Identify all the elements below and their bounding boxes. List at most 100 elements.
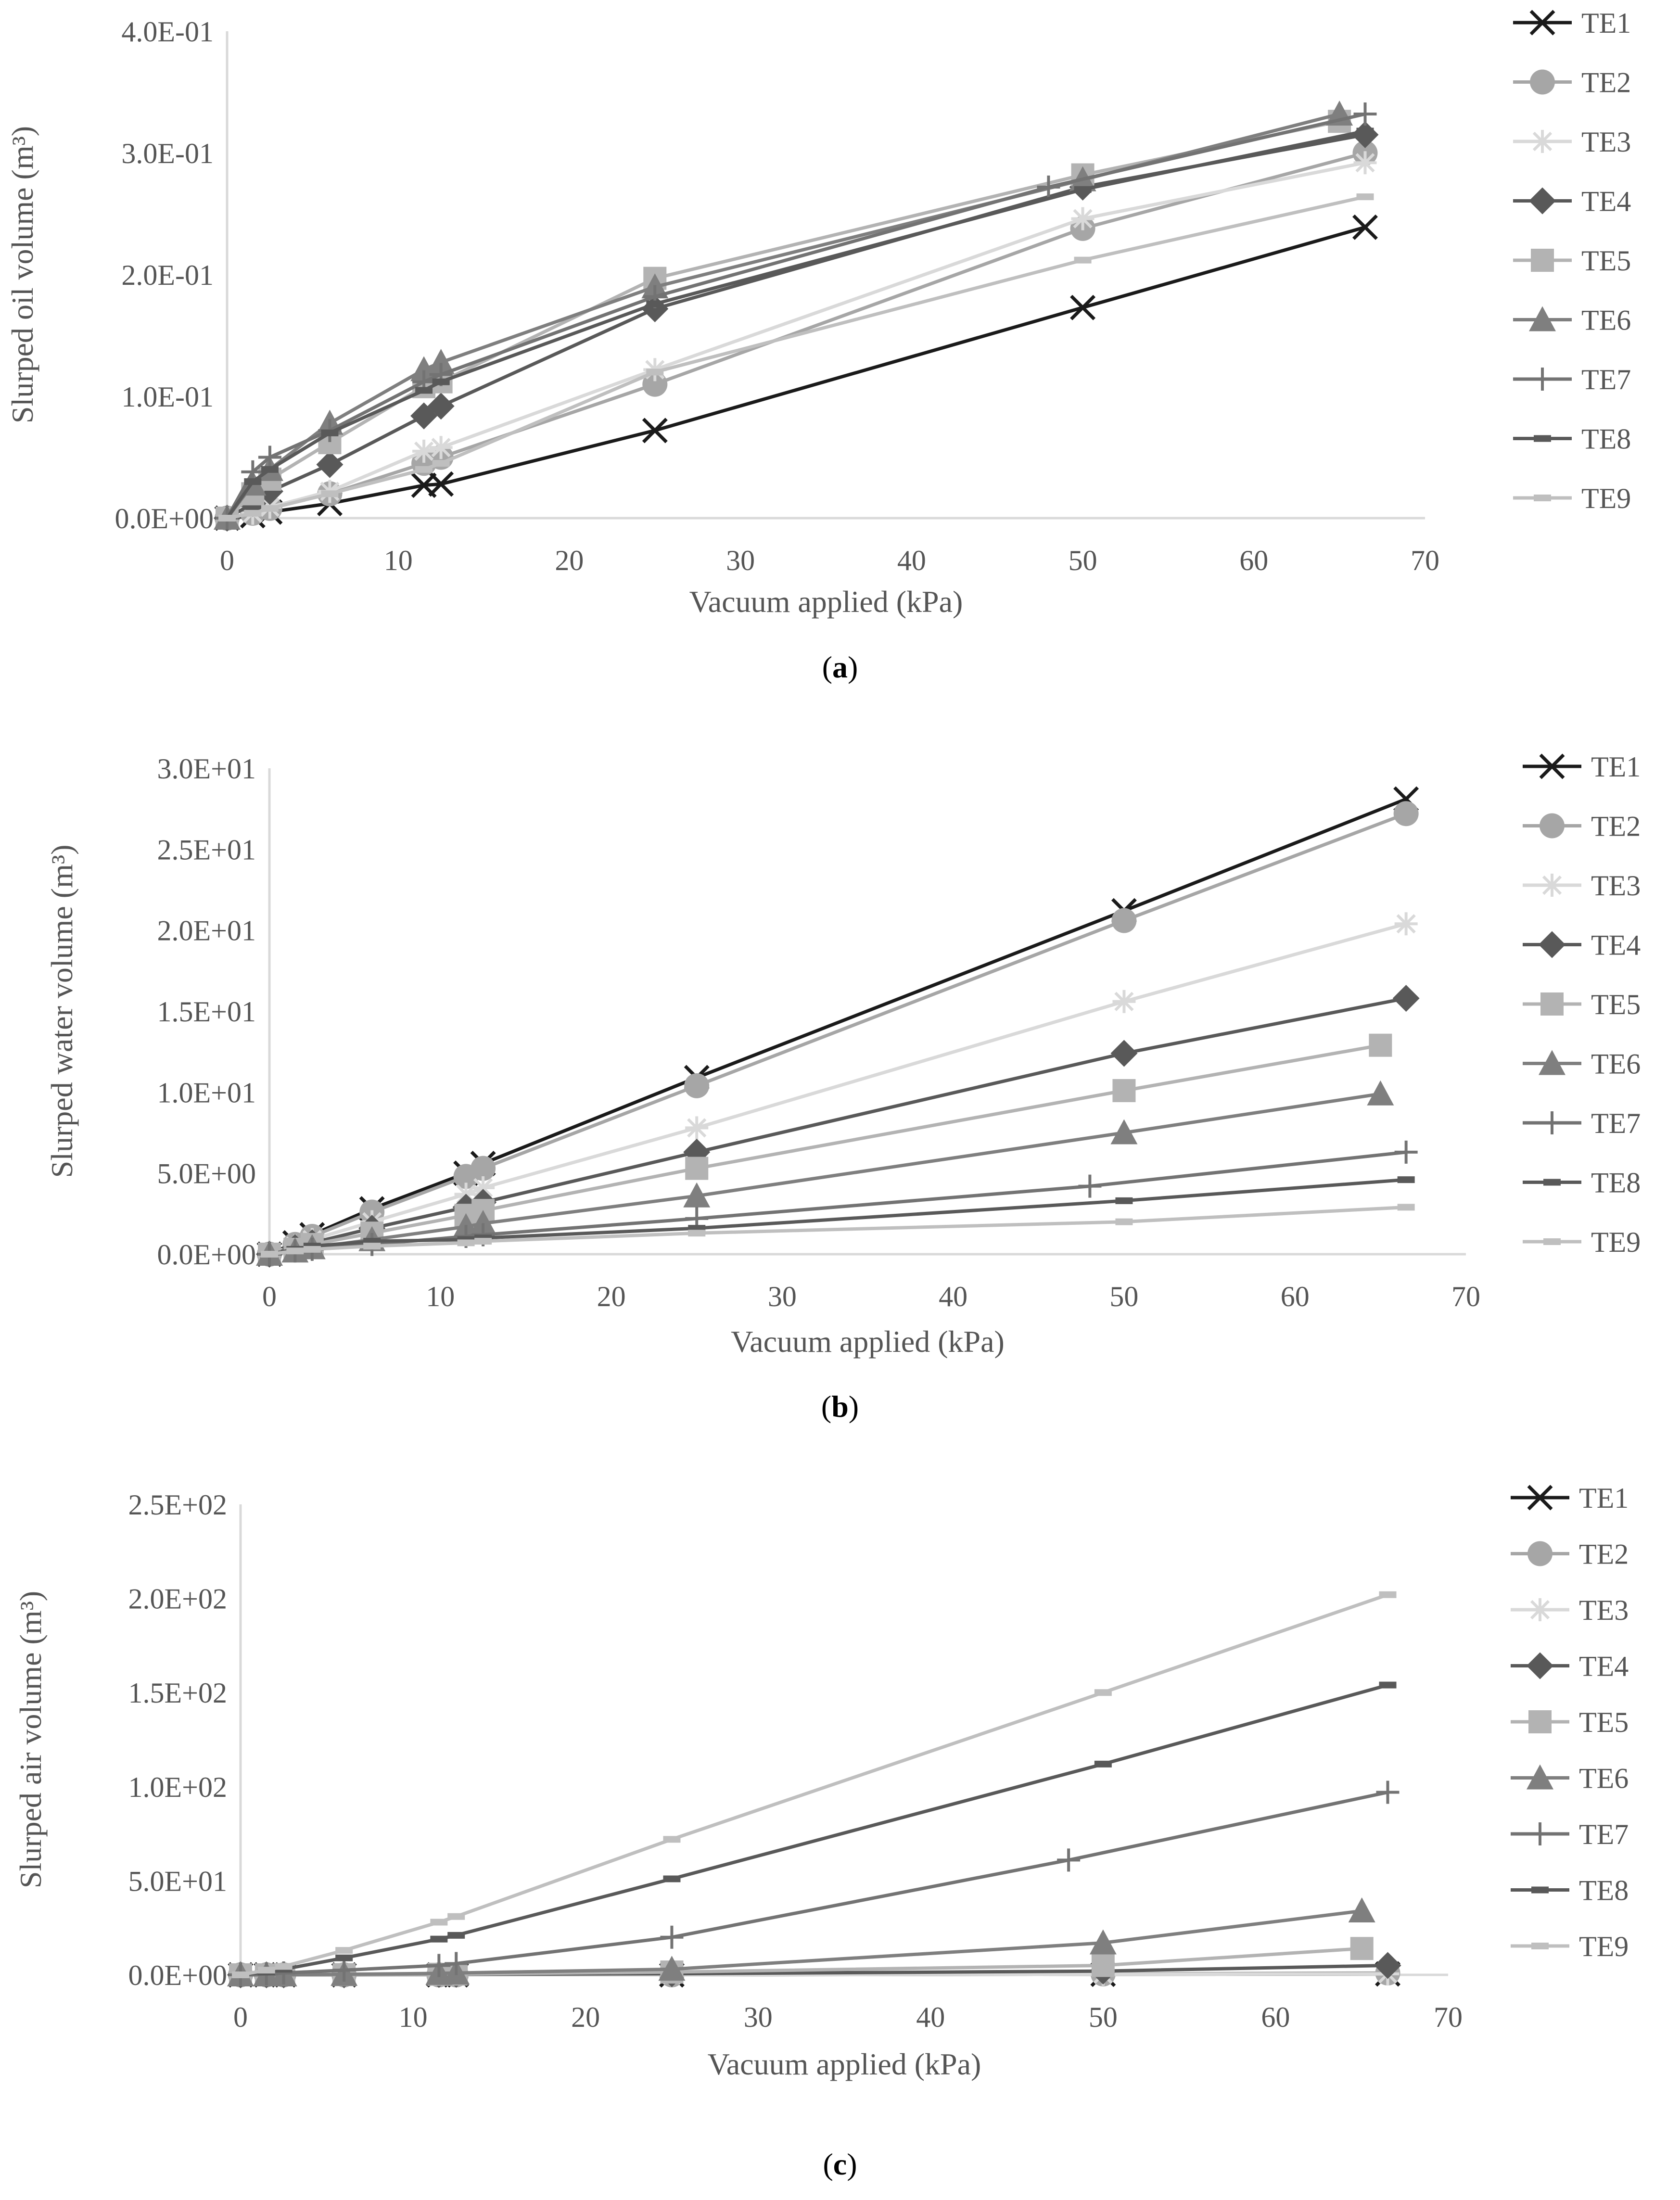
chart-c-point-te5: [1091, 1954, 1115, 1977]
chart-b-series-te4: [256, 985, 1420, 1268]
chart-b-legend-label: TE1: [1591, 751, 1641, 783]
chart-b-point-te2: [1393, 801, 1419, 827]
chart-a-legend-label: TE5: [1581, 245, 1631, 277]
chart-b-point-te9: [1115, 1218, 1133, 1225]
chart-a-xtick-label: 10: [384, 545, 413, 576]
chart-a-point-te4: [427, 393, 455, 420]
chart-b-point-te3: [1394, 912, 1418, 936]
chart-b-legend-marker-triangle: [1539, 1050, 1565, 1075]
chart-c-xtick-label: 10: [399, 2001, 428, 2033]
chart-b-xtick-label: 60: [1281, 1281, 1310, 1312]
chart-a-point-te4: [316, 451, 344, 478]
chart-c-series-te7: [229, 1780, 1400, 1986]
chart-c-legend-label: TE2: [1579, 1539, 1629, 1570]
chart-a-legend-item-te8: TE8: [1513, 423, 1631, 455]
chart-b-point-te9: [457, 1239, 475, 1246]
chart-a-point-te8: [244, 478, 262, 485]
chart-b-legend-item-te6: TE6: [1523, 1048, 1641, 1080]
chart-c-legend-label: TE5: [1579, 1706, 1629, 1738]
chart-b-ytick-label: 2.0E+01: [157, 915, 256, 947]
chart-c-ytick-label: 1.5E+02: [128, 1677, 228, 1709]
chart-c-point-te7: [427, 1954, 451, 1977]
chart-c-legend-item-te2: TE2: [1511, 1539, 1629, 1570]
chart-c-legend-item-te4: TE4: [1511, 1651, 1629, 1682]
chart-b-legend-marker-dash: [1543, 1179, 1561, 1186]
chart-c-xtick-label: 30: [744, 2001, 773, 2033]
chart-c-series-te8: [232, 1681, 1397, 1978]
chart-a-point-te6: [427, 349, 455, 374]
chart-b-point-te5: [1112, 1079, 1136, 1102]
chart-c-xtick-label: 60: [1261, 2001, 1290, 2033]
chart-a-point-te8: [415, 387, 433, 394]
chart-a-series-te1: [214, 214, 1378, 531]
chart-c-legend-marker-dash: [1531, 1943, 1549, 1949]
chart-c-xtick-label: 70: [1434, 2001, 1463, 2033]
chart-b-ytick-label: 5.0E+00: [157, 1158, 256, 1190]
chart-a-legend-marker-asterisk: [1531, 130, 1554, 153]
chart-c-legend-label: TE7: [1579, 1818, 1629, 1850]
chart-b-legend-marker-plus: [1540, 1111, 1564, 1134]
chart-c-point-te8: [335, 1954, 353, 1961]
chart-a-point-te9: [321, 490, 339, 497]
chart-a-legend-label: TE2: [1581, 67, 1631, 99]
chart-b-ytick-label: 1.5E+01: [157, 996, 256, 1028]
chart-b-legend-marker-square: [1540, 992, 1564, 1016]
chart-b-legend-label: TE9: [1591, 1226, 1641, 1258]
chart-c-legend-label: TE9: [1579, 1931, 1629, 1962]
chart-b-series-te9: [261, 1204, 1415, 1258]
chart-b-line-te2: [268, 812, 1407, 1256]
chart-c-point-te8: [1094, 1760, 1112, 1768]
chart-a-point-te7: [258, 445, 281, 469]
chart-c-legend-item-te9: TE9: [1511, 1931, 1629, 1962]
chart-c-point-te7: [445, 1952, 468, 1975]
chart-b-legend-item-te8: TE8: [1523, 1167, 1641, 1199]
chart-a-point-te9: [415, 466, 433, 473]
chart-a-ytick-label: 0.0E+00: [115, 503, 214, 534]
chart-b-legend-item-te7: TE7: [1523, 1107, 1641, 1139]
chart-a-point-te8: [1356, 127, 1374, 135]
chart-b-legend-marker-x: [1539, 753, 1565, 779]
chart-b-legend-item-te1: TE1: [1523, 751, 1641, 783]
chart-a-point-te1: [428, 471, 454, 497]
chart-a-point-te8: [261, 466, 279, 473]
chart-a-point-te9: [1356, 193, 1374, 201]
chart-c-legend-label: TE8: [1579, 1875, 1629, 1907]
chart-b-point-te4: [1110, 1040, 1138, 1067]
chart-a-legend-item-te2: TE2: [1513, 67, 1631, 99]
chart-c-legend-item-te3: TE3: [1511, 1594, 1629, 1626]
chart-b-point-te7: [1394, 1140, 1418, 1164]
chart-a-ytick-label: 4.0E-01: [121, 16, 214, 48]
chart-c-xtick-label: 50: [1089, 2001, 1118, 2033]
chart-a-ytick-label: 2.0E-01: [121, 259, 214, 291]
chart-c-point-te6: [1348, 1897, 1375, 1922]
chart-b-legend-item-te3: TE3: [1523, 870, 1641, 902]
chart-a-point-te9: [261, 505, 279, 512]
chart-b-point-te2: [684, 1073, 710, 1098]
chart-c-point-te9: [335, 1947, 353, 1954]
chart-c-legend-item-te5: TE5: [1511, 1706, 1629, 1738]
chart-a-legend: TE1 TE2 TE3 TE4 TE5 TE6 TE7 TE8 TE9: [1513, 7, 1631, 514]
chart-b-xtick-label: 10: [426, 1281, 455, 1312]
chart-a-legend-item-te3: TE3: [1513, 126, 1631, 158]
chart-c-legend-marker-plus: [1528, 1822, 1552, 1845]
chart-a-point-te3: [1071, 207, 1095, 230]
chart-c-point-te8: [447, 1932, 465, 1939]
chart-c-legend-item-te6: TE6: [1511, 1763, 1629, 1794]
chart-b: 0.0E+00 5.0E+00 1.0E+01 1.5E+01 2.0E+01 2.5E+…: [45, 751, 1641, 1424]
chart-c-point-te9: [447, 1913, 465, 1920]
chart-a-point-te8: [432, 378, 450, 385]
chart-a-legend-marker-circle: [1530, 69, 1555, 95]
chart-b-point-te2: [471, 1156, 496, 1181]
chart-a-point-te7: [1037, 175, 1060, 199]
chart-c-xtick-label: 40: [916, 2001, 945, 2033]
chart-b-legend-marker-dash: [1543, 1238, 1561, 1245]
chart-a-legend-item-te1: TE1: [1513, 7, 1631, 39]
chart-b-point-te6: [1110, 1119, 1138, 1145]
chart-a-line-te3: [227, 161, 1366, 520]
chart-a-legend-item-te6: TE6: [1513, 305, 1631, 336]
chart-c-point-te9: [232, 1971, 249, 1978]
chart-a-xtick-label: 70: [1411, 545, 1439, 576]
chart-a-xtick-label: 50: [1069, 545, 1097, 576]
chart-c: 0.0E+00 5.0E+01 1.0E+02 1.5E+02 2.0E+02 2.5E+…: [13, 1482, 1629, 2181]
